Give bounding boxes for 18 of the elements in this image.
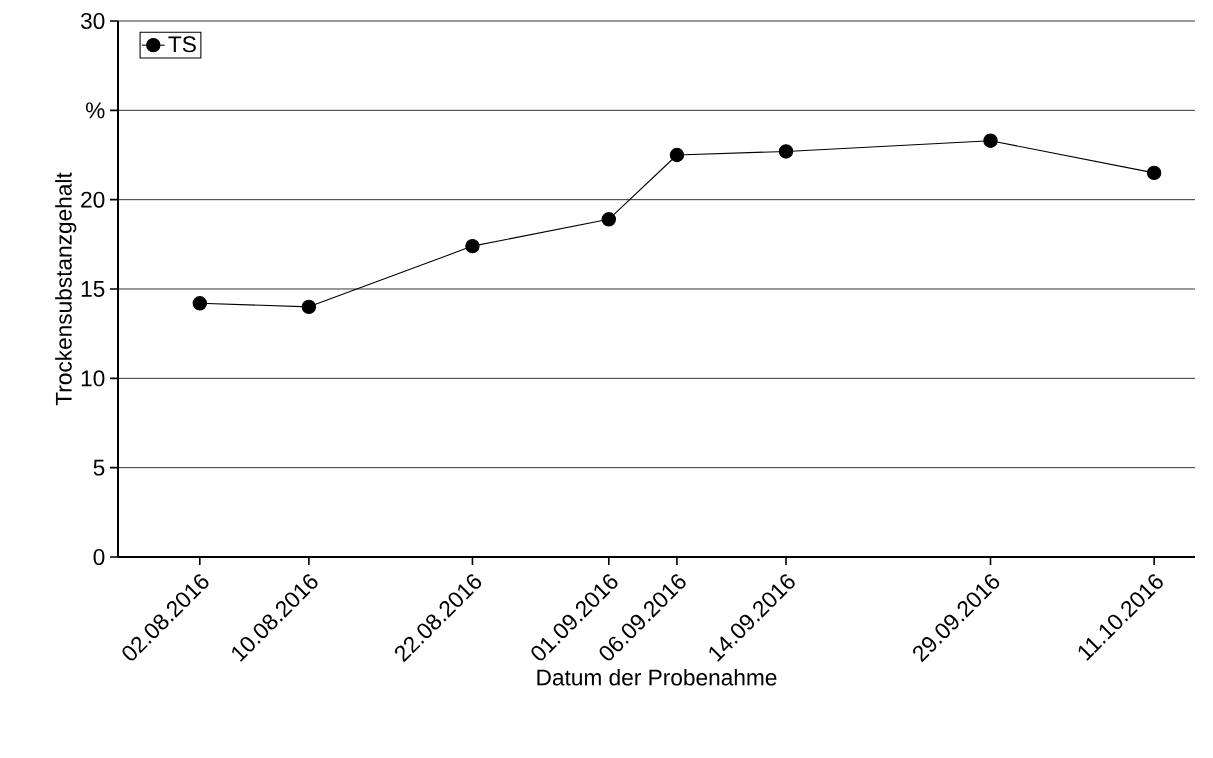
x-axis-title: Datum der Probenahme	[537, 668, 777, 686]
y-tick-label: 5	[93, 459, 105, 476]
point	[601, 212, 616, 227]
legend-label: TS	[168, 36, 196, 53]
point	[301, 299, 317, 315]
point	[192, 296, 208, 311]
point	[465, 238, 480, 254]
y-axis-title: Trockensubstanzgehalt	[55, 172, 77, 406]
y-tick-label: 30	[80, 12, 105, 30]
point	[1146, 165, 1162, 181]
point	[778, 144, 794, 159]
point	[983, 133, 998, 148]
y-tick-label: %	[85, 102, 105, 119]
y-tick-label: 0	[93, 548, 105, 566]
point	[669, 147, 685, 163]
y-tick-label: 15	[81, 281, 105, 297]
y-tick-label: 10	[81, 370, 105, 387]
y-tick-label: 20	[81, 191, 105, 208]
